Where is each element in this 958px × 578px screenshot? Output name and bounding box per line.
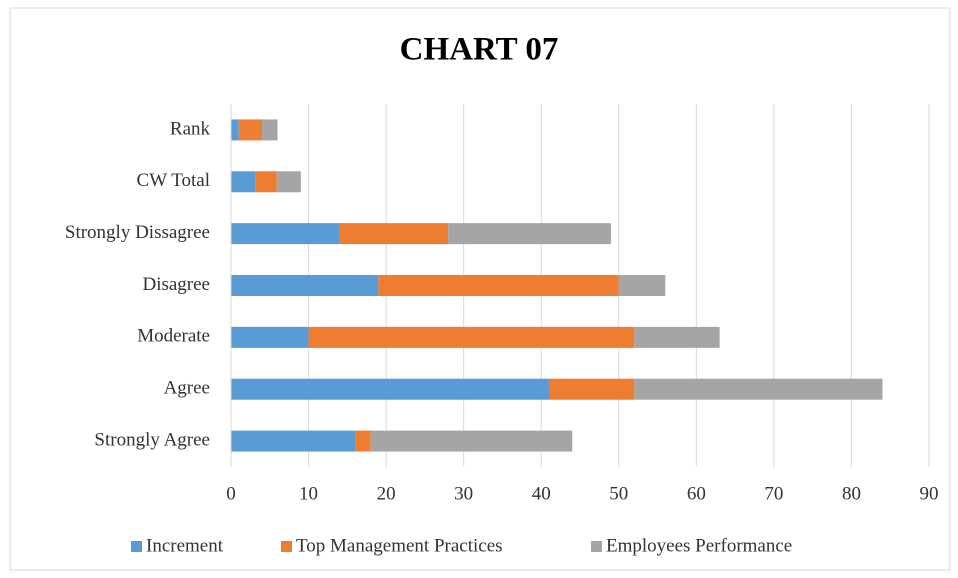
- x-tick-label: 40: [532, 483, 551, 504]
- bar-segment: [370, 430, 573, 452]
- bar-segment: [255, 171, 277, 193]
- bar-segment: [231, 275, 379, 296]
- legend-swatch: [281, 541, 292, 552]
- y-tick-label: Agree: [164, 378, 210, 399]
- bar-segment: [231, 326, 309, 348]
- bar-segment: [231, 430, 356, 452]
- x-tick-label: 10: [299, 483, 318, 504]
- y-tick-label: CW Total: [137, 170, 210, 191]
- y-tick-label: Strongly Dissagree: [65, 222, 210, 243]
- y-tick-label: Disagree: [142, 274, 210, 295]
- bar-segment: [238, 119, 263, 141]
- bar-segment: [548, 378, 635, 400]
- bar-segment: [355, 430, 371, 452]
- bar-segment: [276, 171, 301, 193]
- bar-segment: [231, 171, 256, 193]
- legend-swatch: [591, 541, 602, 552]
- y-tick-label: Rank: [170, 118, 211, 139]
- x-tick-label: 0: [226, 483, 236, 504]
- bar-segment: [634, 378, 883, 400]
- bar-segment: [339, 223, 449, 245]
- x-tick-label: 60: [687, 483, 706, 504]
- bar-segment: [231, 119, 239, 141]
- legend-label: Top Management Practices: [296, 535, 503, 556]
- bar-segment: [634, 326, 720, 348]
- bar-segment: [231, 378, 549, 400]
- legend-label: Employees Performance: [606, 535, 792, 556]
- x-tick-label: 30: [454, 483, 473, 504]
- bar-segment: [308, 326, 635, 348]
- chart-title: CHART 07: [400, 32, 559, 68]
- x-tick-label: 80: [842, 483, 861, 504]
- bar-segment: [618, 275, 666, 296]
- x-tick-label: 20: [377, 483, 396, 504]
- bar-segment: [231, 223, 340, 245]
- x-tick-label: 90: [920, 483, 939, 504]
- bar-segment: [262, 119, 278, 141]
- x-tick-label: 70: [764, 483, 783, 504]
- bar-segment: [448, 223, 612, 245]
- bar-segment: [378, 275, 619, 296]
- legend-swatch: [131, 541, 142, 552]
- y-tick-label: Moderate: [137, 326, 210, 347]
- legend-label: Increment: [146, 535, 224, 556]
- y-tick-label: Strongly Agree: [94, 429, 210, 450]
- x-tick-label: 50: [609, 483, 628, 504]
